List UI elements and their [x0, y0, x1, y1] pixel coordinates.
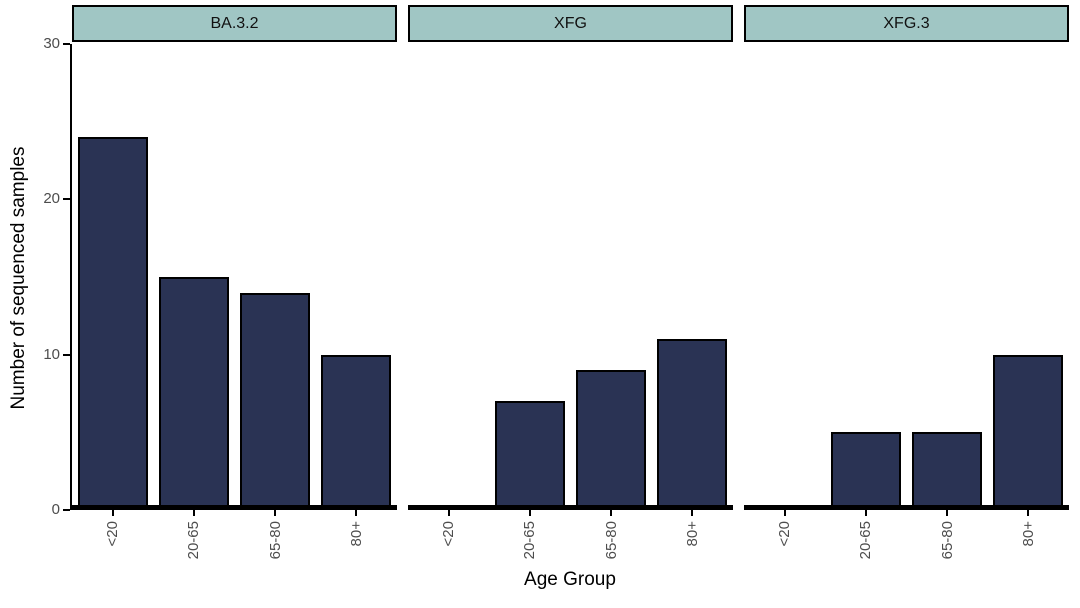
bar [77, 137, 148, 510]
x-axis-line [744, 505, 1069, 510]
y-tick-label: 20 [43, 190, 60, 208]
x-tick-label: 80+ [1019, 521, 1037, 547]
x-tick-label: <20 [440, 521, 458, 547]
x-tick [946, 510, 949, 516]
bar [993, 354, 1064, 510]
bar [158, 277, 229, 510]
y-tick [63, 509, 70, 511]
facet-strip: XFG.3 [744, 5, 1069, 42]
x-tick-label: 65-80 [938, 521, 956, 560]
x-tick-label: 80+ [347, 521, 365, 547]
x-axis-title: Age Group [524, 569, 616, 590]
bar [830, 432, 901, 510]
x-tick [610, 510, 613, 516]
facet-strip-label: BA.3.2 [210, 14, 259, 32]
x-tick [691, 510, 694, 516]
facet-strip: BA.3.2 [72, 5, 397, 42]
x-tick [864, 510, 867, 516]
x-tick [111, 510, 114, 516]
facet-strip-label: XFG [554, 14, 587, 32]
y-tick-label: 10 [43, 345, 60, 363]
bar [494, 401, 565, 510]
y-tick [63, 43, 70, 45]
x-tick [528, 510, 531, 516]
x-axis-line [408, 505, 733, 510]
y-tick-label: 0 [51, 501, 60, 518]
y-tick [63, 198, 70, 201]
y-tick [63, 353, 70, 356]
y-tick-label: 30 [43, 35, 60, 52]
facet-panel [744, 44, 1069, 510]
facet-strip: XFG [408, 5, 733, 42]
bar [576, 370, 647, 510]
x-tick-label: 20-65 [521, 521, 539, 560]
x-tick-label: 65-80 [266, 521, 284, 560]
facet-panel [72, 44, 397, 510]
bar [657, 339, 728, 510]
x-tick [1027, 510, 1030, 516]
x-axis-line [70, 505, 397, 510]
x-tick [783, 510, 786, 516]
x-tick [274, 510, 277, 516]
facet-panel [408, 44, 733, 510]
x-tick-label: <20 [776, 521, 794, 547]
bar [321, 354, 392, 510]
x-tick-label: 20-65 [857, 521, 875, 560]
x-tick-label: 80+ [683, 521, 701, 547]
y-axis-title: Number of sequenced samples [8, 146, 29, 410]
x-tick-label: 20-65 [185, 521, 203, 560]
x-tick [447, 510, 450, 516]
bar [240, 292, 311, 510]
x-tick [192, 510, 195, 516]
x-tick [355, 510, 358, 516]
facet-strip-label: XFG.3 [883, 14, 930, 32]
x-tick-label: 65-80 [602, 521, 620, 560]
bar [912, 432, 983, 510]
x-tick-label: <20 [104, 521, 122, 547]
